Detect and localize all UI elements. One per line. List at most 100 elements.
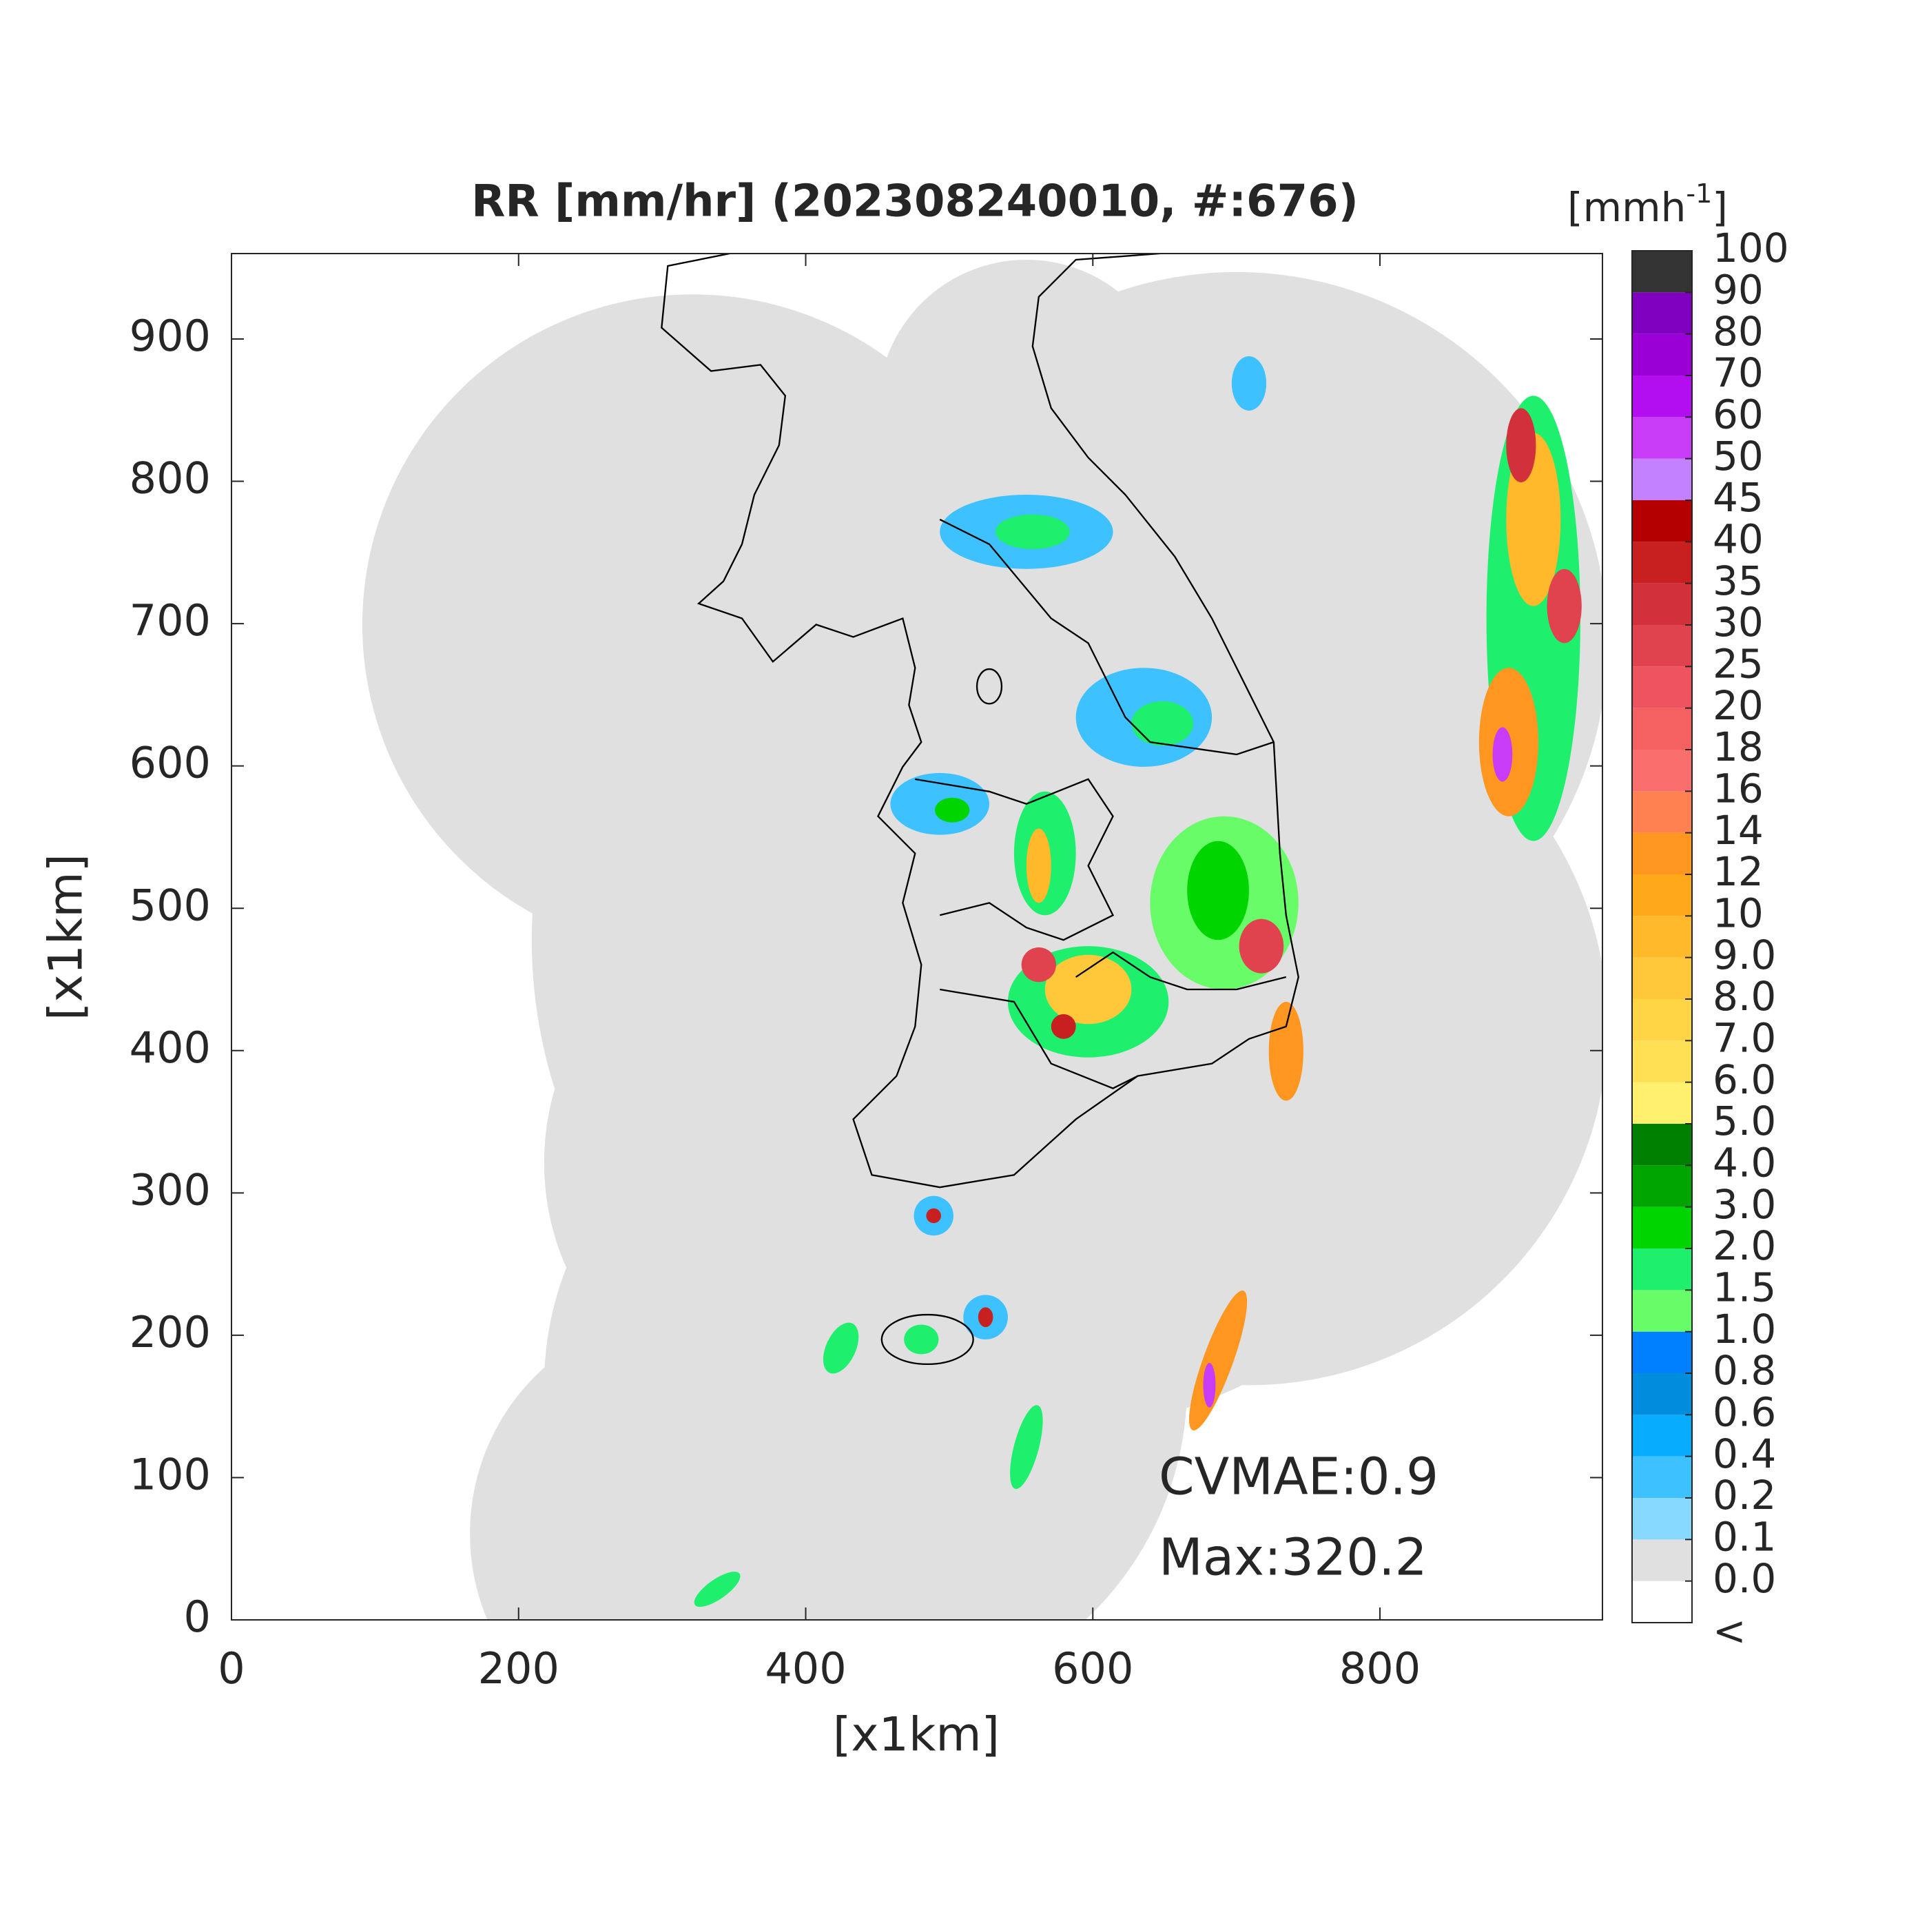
colorbar-box <box>1632 1040 1692 1082</box>
y-tick-label: 800 <box>130 453 211 504</box>
colorbar-box <box>1632 417 1692 459</box>
x-tick-label: 200 <box>478 1643 559 1694</box>
colorbar-box <box>1632 1456 1692 1498</box>
colorbar-tick-label: 80 <box>1713 308 1764 355</box>
colorbar-box <box>1632 1124 1692 1166</box>
x-tick-label: 400 <box>765 1643 846 1694</box>
colorbar-box <box>1632 1206 1692 1248</box>
colorbar-tick-label: 4.0 <box>1713 1139 1776 1186</box>
colorbar-box <box>1632 376 1692 418</box>
colorbar-tick-label: < <box>1713 1607 1746 1654</box>
annotation: Max:320.2 <box>1159 1528 1427 1587</box>
colorbar-box <box>1632 666 1692 708</box>
colorbar-tick-label: 0.8 <box>1713 1347 1776 1394</box>
axes-box <box>231 253 1603 1621</box>
colorbar-tick-label: 90 <box>1713 266 1764 313</box>
colorbar-box <box>1632 791 1692 833</box>
colorbar-box <box>1632 1290 1692 1332</box>
colorbar-box <box>1632 1415 1692 1457</box>
colorbar-box <box>1632 708 1692 750</box>
y-tick-label: 600 <box>130 738 211 788</box>
radar-coverage <box>362 259 1602 1620</box>
colorbar-tick-label: 7.0 <box>1713 1014 1776 1061</box>
colorbar-tick-label: 12 <box>1713 848 1764 895</box>
colorbar-tick-label: 40 <box>1713 515 1764 562</box>
colorbar-box <box>1632 1082 1692 1124</box>
colorbar-box <box>1632 1373 1692 1415</box>
x-tick-label: 600 <box>1052 1643 1133 1694</box>
colorbar-tick-label: 0.1 <box>1713 1513 1776 1560</box>
colorbar-box <box>1632 916 1692 958</box>
colorbar-box <box>1632 251 1692 293</box>
colorbar-tick-label: 0.6 <box>1713 1388 1776 1435</box>
colorbar-box <box>1632 1539 1692 1581</box>
colorbar-tick-label: 100 <box>1713 225 1789 271</box>
colorbar-tick-label: 18 <box>1713 723 1764 770</box>
colorbar-tick-label: 45 <box>1713 474 1764 521</box>
colorbar-tick-label: 8.0 <box>1713 973 1776 1020</box>
colorbar-box <box>1632 292 1692 334</box>
colorbar-box <box>1632 750 1692 792</box>
colorbar-box <box>1632 458 1692 500</box>
colorbar-box <box>1632 957 1692 999</box>
colorbar-tick-label: 1.5 <box>1713 1264 1776 1311</box>
radar-field <box>362 254 1602 1620</box>
colorbar-box <box>1632 1248 1692 1291</box>
colorbar-box <box>1632 874 1692 916</box>
colorbar-tick-label: 9.0 <box>1713 932 1776 978</box>
colorbar-tick-label: 3.0 <box>1713 1181 1776 1228</box>
colorbar-box <box>1632 999 1692 1041</box>
map <box>362 254 1602 1620</box>
colorbar-tick-label: 0.2 <box>1713 1472 1776 1519</box>
precipitation <box>694 356 1582 1607</box>
colorbar-tick-label: 6.0 <box>1713 1056 1776 1103</box>
x-axis-label: [x1km] <box>833 1708 1000 1763</box>
colorbar-tick-label: 35 <box>1713 557 1764 604</box>
y-axis-label: [x1km] <box>39 854 94 1020</box>
coastline <box>661 254 1299 1366</box>
x-tick-label: 800 <box>1339 1643 1421 1694</box>
y-tick-label: 0 <box>184 1592 211 1642</box>
colorbar-box <box>1632 625 1692 667</box>
annotation: CVMAE:0.9 <box>1159 1448 1438 1507</box>
colorbar-frame <box>1631 250 1693 1623</box>
y-tick-label: 200 <box>130 1307 211 1357</box>
colorbar-label-text: [mmh <box>1567 184 1686 231</box>
y-tick-label: 900 <box>130 311 211 361</box>
colorbar-tick-label: 60 <box>1713 391 1764 438</box>
colorbar-label-superscript: -1 <box>1686 178 1712 209</box>
colorbar-label: [mmh-1] <box>1567 178 1728 232</box>
colorbar-box <box>1632 500 1692 542</box>
colorbar-tick-label: 30 <box>1713 599 1764 646</box>
colorbar-label-close: ] <box>1712 184 1728 231</box>
colorbar-tick-label: 14 <box>1713 807 1764 854</box>
colorbar-box <box>1632 1165 1692 1207</box>
colorbar-tick-label: 0.4 <box>1713 1430 1776 1477</box>
y-tick-label: 700 <box>130 595 211 646</box>
colorbar-box <box>1632 333 1692 376</box>
colorbar-tick-label: 20 <box>1713 682 1764 729</box>
colorbar-box <box>1632 1498 1692 1540</box>
colorbar-tick-label: 70 <box>1713 349 1764 396</box>
colorbar-box <box>1632 1331 1692 1373</box>
x-tick-label: 0 <box>218 1643 245 1694</box>
colorbar-tick-label: 5.0 <box>1713 1098 1776 1144</box>
chart-title: RR [mm/hr] (202308240010, #:676) <box>471 176 1359 227</box>
colorbar-tick-label: 2.0 <box>1713 1222 1776 1269</box>
y-tick-label: 300 <box>130 1164 211 1215</box>
colorbar-tick-label: 16 <box>1713 765 1764 812</box>
colorbar-box <box>1632 542 1692 584</box>
colorbar-tick-label: 50 <box>1713 433 1764 480</box>
y-tick-label: 100 <box>130 1450 211 1500</box>
colorbar-tick-label: 0.0 <box>1713 1555 1776 1602</box>
colorbar-tick-label: 10 <box>1713 890 1764 936</box>
colorbar-tick-label: 1.0 <box>1713 1306 1776 1353</box>
colorbar-tick-label: 25 <box>1713 640 1764 687</box>
colorbar-box <box>1632 832 1692 874</box>
colorbar-box <box>1632 583 1692 625</box>
colorbar-box <box>1632 1581 1692 1623</box>
y-tick-label: 400 <box>130 1022 211 1073</box>
y-tick-label: 500 <box>130 880 211 930</box>
